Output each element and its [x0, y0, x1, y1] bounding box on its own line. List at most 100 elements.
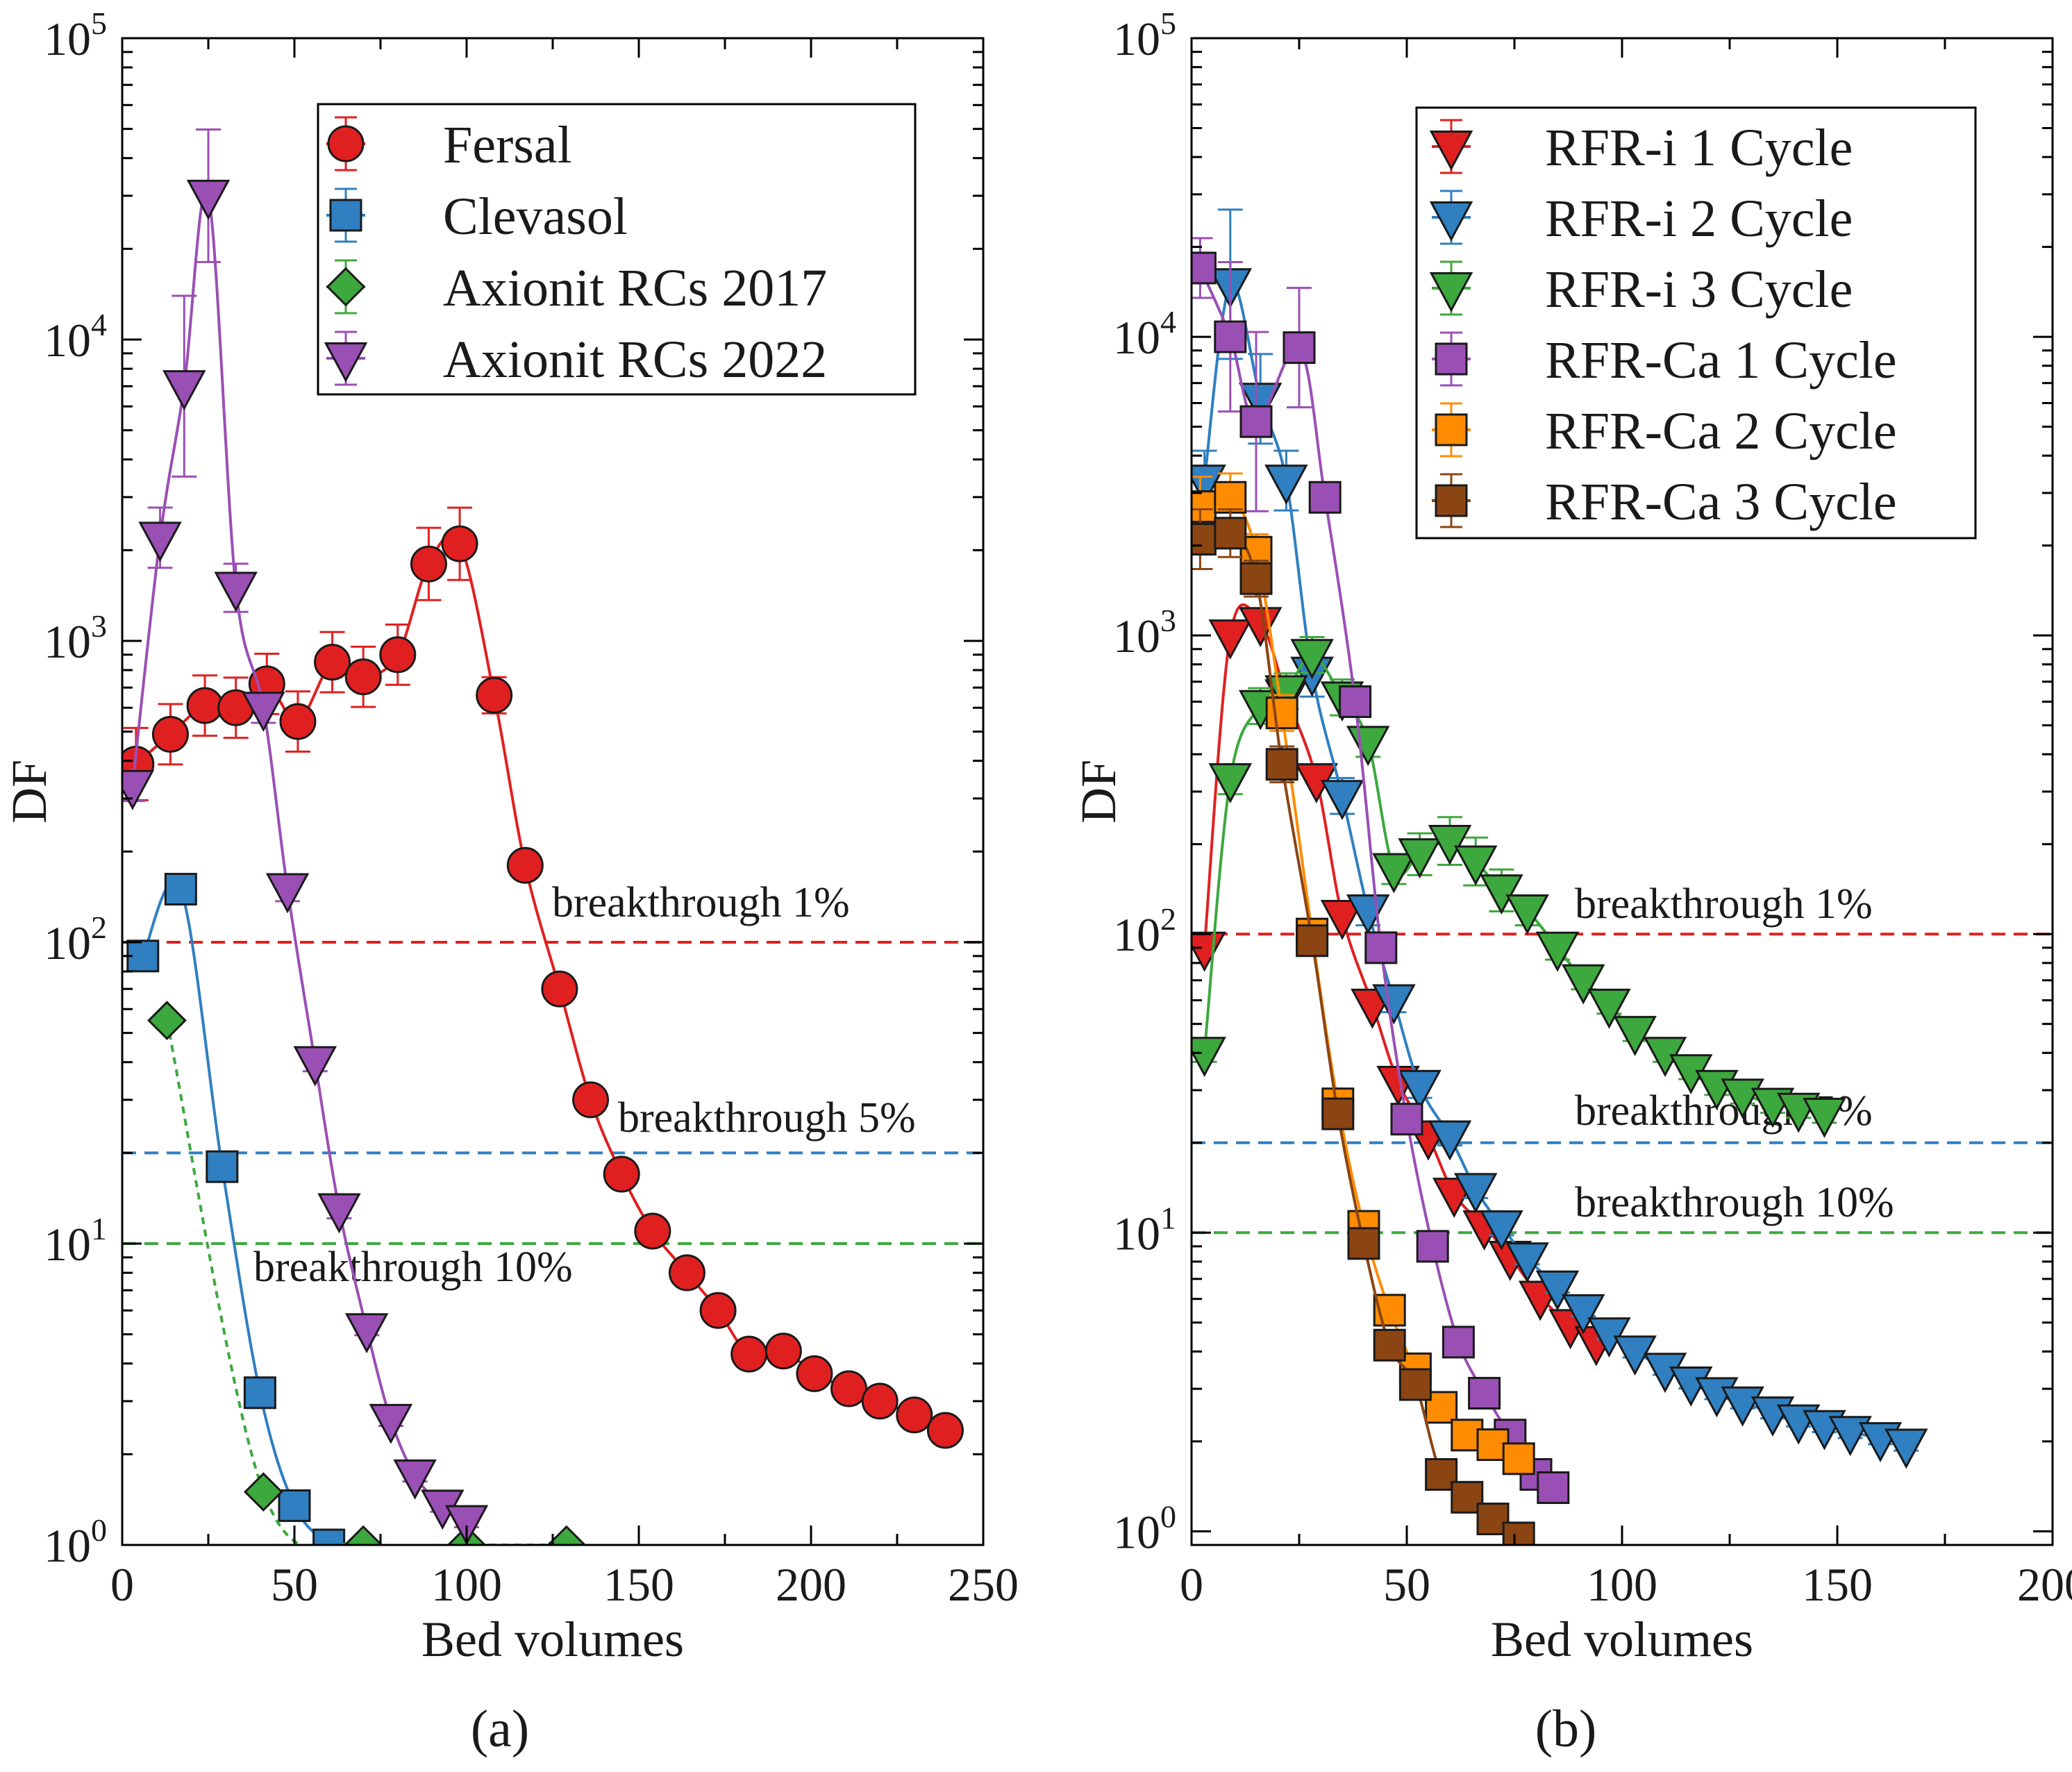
data-point — [1290, 639, 1334, 680]
data-point — [1502, 1442, 1535, 1476]
data-point — [206, 1150, 239, 1183]
legend-marker — [327, 125, 365, 162]
x-axis-title: Bed volumes — [421, 1612, 684, 1667]
data-point — [1192, 490, 1217, 524]
data-point — [896, 1396, 933, 1434]
data-point — [1372, 984, 1416, 1025]
data-point — [369, 1403, 413, 1444]
data-point — [243, 1376, 276, 1410]
series-rfr-i-2-cycle — [1192, 208, 1928, 1469]
y-tick-exponent: 3 — [91, 608, 107, 644]
data-point — [1535, 1270, 1580, 1311]
data-point — [1425, 1457, 1458, 1491]
data-point — [830, 1370, 868, 1407]
data-point — [1561, 1294, 1605, 1335]
y-tick-exponent: 4 — [91, 307, 107, 342]
data-point — [1308, 480, 1342, 514]
y-tick-exponent: 0 — [91, 1512, 107, 1548]
data-point — [1192, 523, 1217, 556]
data-point — [668, 1254, 705, 1292]
y-tick-exponent: 5 — [91, 6, 107, 41]
legend-label: Axionit RCs 2022 — [443, 331, 827, 389]
data-point — [699, 1292, 737, 1329]
y-tick-mantissa: 10 — [44, 917, 91, 969]
data-point — [312, 1528, 346, 1545]
data-point — [122, 769, 155, 810]
data-point — [1214, 480, 1247, 514]
data-point — [506, 846, 544, 884]
data-point — [1347, 1227, 1380, 1260]
data-point — [410, 545, 447, 583]
data-point — [1364, 931, 1398, 964]
data-point — [151, 715, 189, 753]
data-point — [1320, 900, 1364, 940]
data-point — [1264, 465, 1308, 505]
data-point — [242, 692, 285, 733]
breakthrough-label: breakthrough 1% — [552, 879, 850, 926]
panel-b: breakthrough 1%breakthrough 5%breakthrou… — [1071, 6, 2072, 1758]
data-point — [1398, 1368, 1432, 1401]
legend-marker — [1429, 271, 1473, 312]
data-point — [1398, 838, 1442, 879]
data-point — [1453, 845, 1498, 886]
data-point — [926, 1412, 964, 1449]
y-tick-label: 101 — [1113, 1200, 1176, 1260]
y-tick-label: 102 — [44, 910, 107, 969]
y-tick-exponent: 3 — [1160, 603, 1176, 638]
x-tick-label: 200 — [2017, 1558, 2072, 1611]
data-point — [1398, 1069, 1442, 1110]
y-tick-mantissa: 10 — [1113, 610, 1160, 662]
data-point — [138, 521, 182, 562]
y-tick-mantissa: 10 — [44, 314, 91, 367]
data-point — [1192, 251, 1217, 285]
legend-label: Fersal — [443, 116, 572, 174]
data-point — [1502, 1521, 1535, 1545]
y-tick-label: 102 — [1113, 901, 1176, 961]
y-tick-label: 105 — [44, 6, 107, 65]
data-point — [1803, 1098, 1846, 1138]
x-tick-label: 50 — [271, 1558, 318, 1611]
data-point — [1208, 763, 1253, 803]
x-tick-label: 100 — [431, 1558, 502, 1611]
data-point — [1192, 931, 1226, 972]
legend-box — [1415, 106, 1977, 540]
data-point — [1321, 1097, 1355, 1130]
panel-label: (a) — [471, 1700, 529, 1758]
y-tick-label: 104 — [1113, 304, 1176, 364]
data-point — [1320, 780, 1364, 821]
y-axis-title: DF — [1071, 760, 1126, 824]
legend-label: RFR-Ca 2 Cycle — [1545, 402, 1897, 460]
panel-label: (b) — [1535, 1700, 1597, 1758]
data-point — [1505, 894, 1549, 935]
y-tick-mantissa: 10 — [1113, 1505, 1160, 1558]
data-point — [1296, 924, 1329, 958]
data-point — [1214, 320, 1247, 353]
series-axionit-rcs-2017 — [147, 1001, 587, 1545]
data-point — [186, 179, 231, 220]
data-point — [1265, 696, 1298, 730]
data-point — [634, 1212, 671, 1250]
data-point — [279, 703, 317, 740]
y-tick-exponent: 2 — [91, 910, 107, 945]
legend-marker — [1435, 484, 1468, 517]
series-rfr-ca-3-cycle — [1192, 508, 1535, 1545]
data-point — [1428, 825, 1472, 865]
series-rfr-ca-1-cycle — [1192, 237, 1570, 1504]
x-tick-label: 200 — [776, 1558, 846, 1611]
data-point — [1480, 874, 1523, 915]
data-point — [164, 873, 197, 906]
data-point — [344, 1313, 389, 1354]
data-point — [1372, 853, 1416, 894]
data-point — [1453, 1173, 1498, 1214]
data-point — [1265, 748, 1298, 781]
legend: RFR-i 1 Cycle RFR-i 2 Cycle RFR-i 3 Cycle R… — [1415, 106, 1977, 540]
data-point — [572, 1081, 610, 1119]
data-point — [314, 644, 351, 681]
data-point — [603, 1155, 640, 1193]
y-tick-exponent: 1 — [1160, 1200, 1176, 1235]
data-point — [1192, 1037, 1226, 1078]
data-point — [1537, 1471, 1570, 1504]
legend-marker — [329, 199, 362, 232]
series-line — [1199, 494, 1520, 1460]
